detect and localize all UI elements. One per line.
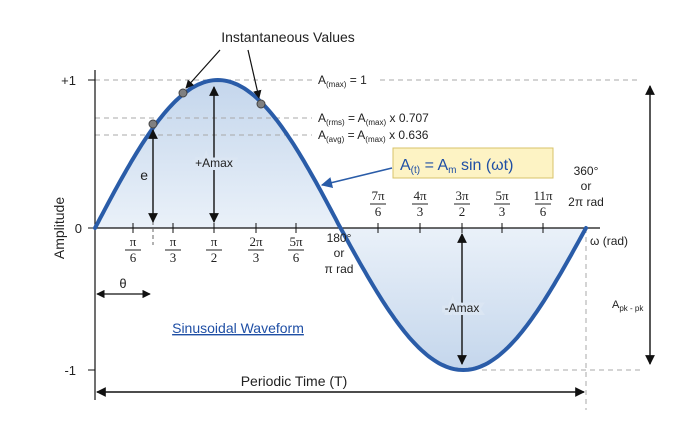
lower-tick-label-numerator: π (170, 234, 177, 249)
lower-tick-label-4: 5π6 (288, 234, 304, 265)
periodic-time-label: Periodic Time (T) (241, 373, 348, 389)
omega-axis-label: ω (rad) (590, 234, 628, 248)
lower-tick-label-0: π6 (125, 234, 141, 265)
lower-tick-label-3: 2π3 (248, 234, 264, 265)
instantaneous-points (148, 88, 266, 129)
pi-rad-label: π rad (325, 262, 354, 276)
or-label-360: or (581, 179, 592, 193)
x-axis-ticks (132, 223, 544, 233)
y-tick-zero: 0 (75, 221, 82, 236)
e-label: e (140, 167, 148, 183)
y-tick-plus-one: +1 (61, 73, 76, 88)
lower-tick-label-numerator: π (130, 234, 137, 249)
point-e (148, 119, 158, 129)
pointer-arrow-right (247, 49, 262, 99)
minus-amax-label: -Amax (445, 301, 480, 315)
lower-tick-label-denominator: 3 (170, 250, 177, 265)
a-max-label: A(max) = 1 (318, 73, 367, 89)
a-avg-label: A(avg) = A(max) x 0.636 (318, 128, 429, 144)
lower-tick-label-numerator: 5π (289, 234, 303, 249)
upper-tick-label-numerator: 7π (371, 188, 385, 203)
upper-tick-label-3: 5π3 (494, 188, 510, 219)
y-axis-ticks (88, 79, 95, 371)
lower-tick-label-2: π2 (206, 234, 222, 265)
formula-text: A(t) = Am sin (ωt) (400, 157, 513, 176)
upper-tick-label-numerator: 11π (533, 188, 553, 203)
upper-tick-label-denominator: 3 (417, 204, 424, 219)
amplitude-axis-label: Amplitude (51, 197, 67, 259)
sine-wave-curve (93, 77, 588, 373)
upper-tick-label-denominator: 2 (459, 204, 466, 219)
negative-half-cycle-area (340, 228, 586, 370)
upper-tick-label-0: 7π6 (370, 188, 386, 219)
deg-180-label: 180° (327, 231, 352, 245)
lower-tick-label-denominator: 6 (293, 250, 300, 265)
y-tick-minus-one: -1 (64, 363, 76, 378)
lower-tick-label-1: π3 (165, 234, 181, 265)
upper-tick-label-2: 3π2 (454, 188, 470, 219)
point-2 (256, 99, 266, 109)
lower-tick-label-denominator: 3 (253, 250, 260, 265)
or-label-180: or (334, 246, 345, 260)
instantaneous-values-title: Instantaneous Values (221, 29, 355, 45)
lower-tick-label-numerator: 2π (249, 234, 263, 249)
a-rms-label: A(rms) = A(max) x 0.707 (318, 111, 429, 127)
sinusoidal-waveform-caption[interactable]: Sinusoidal Waveform (172, 320, 304, 336)
formula-box (392, 147, 554, 179)
lower-tick-label-denominator: 2 (211, 250, 218, 265)
upper-tick-label-denominator: 6 (375, 204, 382, 219)
upper-tick-label-denominator: 6 (540, 204, 547, 219)
upper-tick-label-numerator: 4π (413, 188, 427, 203)
upper-tick-label-denominator: 3 (499, 204, 506, 219)
point-1 (178, 88, 188, 98)
plus-amax-label: +Amax (195, 156, 233, 170)
upper-tick-label-numerator: 3π (455, 188, 469, 203)
two-pi-rad-label: 2π rad (568, 195, 604, 209)
lower-tick-label-denominator: 6 (130, 250, 137, 265)
formula-pointer-arrow (320, 167, 393, 189)
a-pk-pk-label: Apk - pk (612, 299, 644, 313)
positive-half-cycle-area (95, 80, 341, 228)
theta-label: θ (119, 276, 126, 291)
pointer-arrow-left (185, 49, 221, 89)
deg-360-label: 360° (574, 164, 599, 178)
upper-tick-label-numerator: 5π (495, 188, 509, 203)
lower-tick-label-numerator: π (211, 234, 218, 249)
upper-tick-label-1: 4π3 (412, 188, 428, 219)
